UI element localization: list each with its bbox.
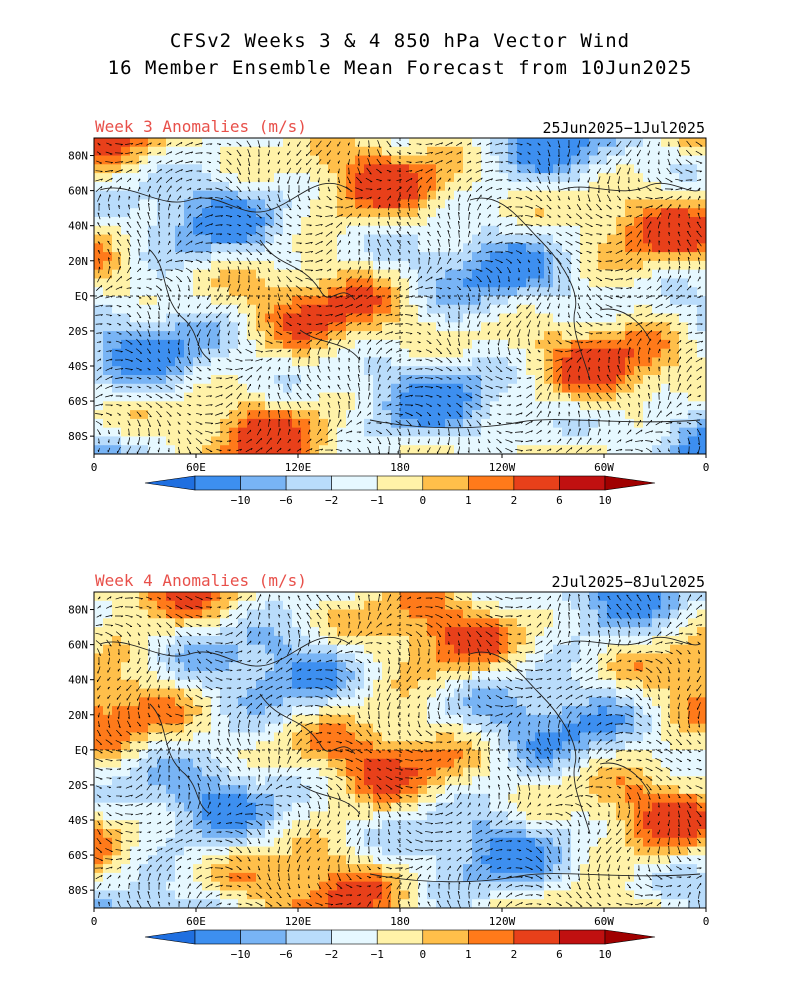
- colorbar-swatch: [422, 475, 469, 491]
- colorbar-swatch: [240, 929, 287, 945]
- week4-panel-label: Week 4 Anomalies (m/s): [95, 571, 307, 590]
- lat-tick-label: 20N: [68, 255, 88, 268]
- lon-tick-label: 180: [390, 461, 410, 474]
- colorbar-label: 6: [556, 494, 563, 507]
- lon-tick-label: 60W: [594, 915, 614, 928]
- lat-tick-label: 80N: [68, 150, 88, 163]
- colorbar-swatch: [422, 929, 469, 945]
- lat-tick-label: EQ: [75, 290, 88, 303]
- colorbar-high-arrow: [604, 929, 656, 945]
- week3-colorbar: −10 −6 −2 −1 0 1 2 6 10: [144, 475, 656, 507]
- colorbar-high-arrow: [604, 475, 656, 491]
- lat-tick-label: 80S: [68, 430, 88, 443]
- colorbar-label: 1: [465, 948, 472, 961]
- colorbar-label: 0: [419, 494, 426, 507]
- colorbar-swatch: [376, 475, 424, 491]
- chart-title-line-1: CFSv2 Weeks 3 & 4 850 hPa Vector Wind: [169, 30, 631, 52]
- week3-panel-dates: 25Jun2025−1Jul2025: [542, 119, 705, 137]
- colorbar-swatch: [468, 929, 515, 945]
- week3-panel-label: Week 3 Anomalies (m/s): [95, 117, 307, 136]
- colorbar-swatch: [513, 475, 560, 491]
- colorbar-swatch: [513, 929, 560, 945]
- lat-tick-label: 40S: [68, 814, 88, 827]
- colorbar-label: −2: [325, 948, 338, 961]
- colorbar-label: 10: [598, 948, 611, 961]
- lat-tick-label: 40S: [68, 360, 88, 373]
- lat-tick-label: 80N: [68, 604, 88, 617]
- colorbar-swatch: [285, 475, 332, 491]
- lat-tick-label: 60N: [68, 185, 88, 198]
- colorbar-swatch: [559, 475, 606, 491]
- colorbar-swatch: [194, 475, 241, 491]
- colorbar-label: −1: [371, 494, 384, 507]
- lat-tick-label: 40N: [68, 674, 88, 687]
- lon-tick-label: 0: [91, 461, 98, 474]
- colorbar-label: −6: [279, 948, 292, 961]
- colorbar-label: −2: [325, 494, 338, 507]
- lon-tick-label: 0: [703, 461, 710, 474]
- colorbar-label: 2: [511, 494, 518, 507]
- week4-panel-dates: 2Jul2025−8Jul2025: [551, 573, 705, 591]
- lat-tick-label: 80S: [68, 884, 88, 897]
- lon-tick-label: 60E: [186, 915, 206, 928]
- lon-tick-label: 0: [91, 915, 98, 928]
- lon-tick-label: 120E: [285, 461, 312, 474]
- lon-tick-label: 0: [703, 915, 710, 928]
- colorbar-swatch: [285, 929, 332, 945]
- chart-title-line-2: 16 Member Ensemble Mean Forecast from 10…: [107, 57, 693, 79]
- lon-tick-label: 180: [390, 915, 410, 928]
- colorbar-label: 2: [511, 948, 518, 961]
- colorbar-label: −10: [231, 494, 251, 507]
- week4-colorbar: −10 −6 −2 −1 0 1 2 6 10: [144, 929, 656, 961]
- colorbar-label: 1: [465, 494, 472, 507]
- colorbar-label: −6: [279, 494, 292, 507]
- lat-tick-label: 20N: [68, 709, 88, 722]
- lon-tick-label: 120W: [489, 461, 516, 474]
- colorbar-swatch: [559, 929, 606, 945]
- colorbar-low-arrow: [144, 929, 196, 945]
- lat-tick-label: 20S: [68, 779, 88, 792]
- colorbar-label: 0: [419, 948, 426, 961]
- colorbar-label: 6: [556, 948, 563, 961]
- lon-tick-label: 60E: [186, 461, 206, 474]
- colorbar-label: −10: [231, 948, 251, 961]
- lon-tick-label: 60W: [594, 461, 614, 474]
- colorbar-label: −1: [371, 948, 384, 961]
- week4-anomaly-map: 80N 60N 40N 20N EQ 20S 40S 60S 80S 0 60E 120E 180 120…: [68, 591, 710, 928]
- lat-tick-label: EQ: [75, 744, 88, 757]
- colorbar-swatch: [240, 475, 287, 491]
- lat-tick-label: 60S: [68, 395, 88, 408]
- lon-tick-label: 120E: [285, 915, 312, 928]
- lon-tick-label: 120W: [489, 915, 516, 928]
- colorbar-swatch: [376, 929, 424, 945]
- colorbar-label: 10: [598, 494, 611, 507]
- week3-anomaly-map: 80N 60N 40N 20N EQ 20S 40S 60S 80S 0 60E 120E 180 120…: [68, 137, 710, 474]
- lat-tick-label: 60S: [68, 849, 88, 862]
- colorbar-low-arrow: [144, 475, 196, 491]
- lat-tick-label: 20S: [68, 325, 88, 338]
- lat-tick-label: 40N: [68, 220, 88, 233]
- colorbar-swatch: [468, 475, 515, 491]
- colorbar-swatch: [331, 475, 378, 491]
- colorbar-swatch: [331, 929, 378, 945]
- lat-tick-label: 60N: [68, 639, 88, 652]
- colorbar-swatch: [194, 929, 241, 945]
